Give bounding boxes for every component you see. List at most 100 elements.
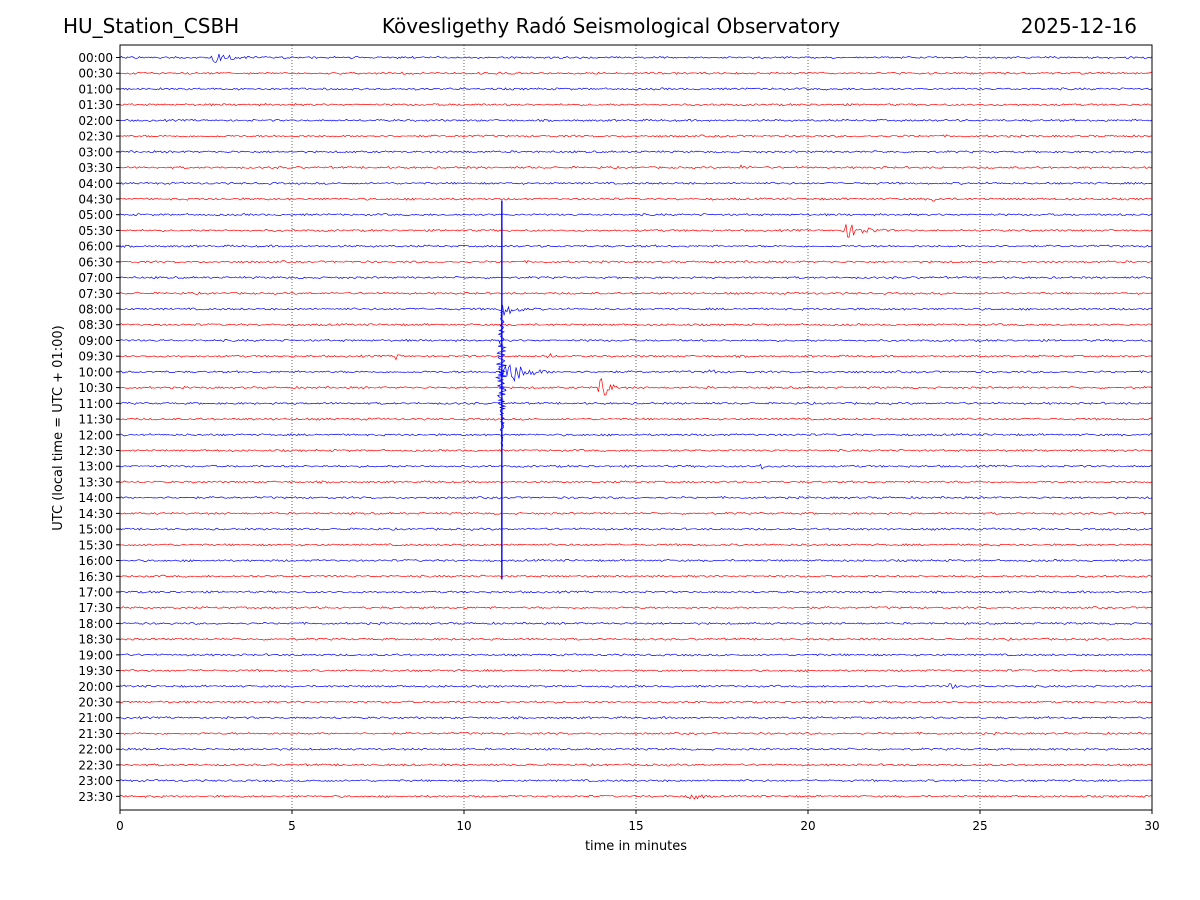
x-tick-label: 30 xyxy=(1144,819,1159,833)
y-tick-label: 01:30 xyxy=(78,98,113,112)
station-name: HU_Station_CSBH xyxy=(63,14,240,38)
x-axis-ticks: 0 5 10 15 20 25 30 xyxy=(116,810,1160,833)
y-tick-label: 18:30 xyxy=(78,633,113,647)
y-tick-label: 15:00 xyxy=(78,523,113,537)
x-tick-label: 5 xyxy=(288,819,296,833)
x-axis-label: time in minutes xyxy=(585,839,687,854)
chart-title: Kövesligethy Radó Seismological Observat… xyxy=(381,14,841,38)
x-tick-label: 25 xyxy=(972,819,987,833)
y-tick-label: 04:00 xyxy=(78,177,113,191)
y-tick-label: 19:00 xyxy=(78,648,113,662)
trace-2330 xyxy=(119,794,1153,800)
y-tick-label: 10:00 xyxy=(78,365,113,379)
y-tick-label: 12:30 xyxy=(78,444,113,458)
y-tick-label: 21:30 xyxy=(78,727,113,741)
trace-0730 xyxy=(119,291,1153,295)
trace-2030 xyxy=(119,700,1153,704)
x-tick-label: 10 xyxy=(456,819,471,833)
x-tick-label: 0 xyxy=(116,819,124,833)
y-tick-label: 06:30 xyxy=(78,255,113,269)
y-tick-label: 11:30 xyxy=(78,413,113,427)
trace-1400 xyxy=(119,495,1153,500)
y-tick-label: 02:00 xyxy=(78,114,113,128)
y-tick-label: 07:30 xyxy=(78,287,113,301)
trace-0400 xyxy=(119,181,1153,185)
trace-0200 xyxy=(119,118,1153,123)
trace-0600 xyxy=(119,244,1153,248)
trace-1200 xyxy=(119,433,1153,437)
y-tick-label: 02:30 xyxy=(78,130,113,144)
y-tick-label: 04:30 xyxy=(78,192,113,206)
y-tick-label: 18:00 xyxy=(78,617,113,631)
trace-1800 xyxy=(119,621,1153,626)
y-tick-label: 17:30 xyxy=(78,601,113,615)
trace-1700 xyxy=(119,590,1153,594)
y-tick-label: 13:30 xyxy=(78,475,113,489)
trace-1030 xyxy=(119,377,1153,396)
y-tick-label: 09:00 xyxy=(78,334,113,348)
y-tick-label: 08:00 xyxy=(78,303,113,317)
x-tick-label: 15 xyxy=(628,819,643,833)
trace-2230 xyxy=(119,763,1153,767)
trace-2200 xyxy=(119,747,1153,751)
trace-1430 xyxy=(119,511,1153,515)
chart-date: 2025-12-16 xyxy=(1020,14,1137,38)
trace-0100 xyxy=(119,87,1153,91)
trace-1930 xyxy=(119,668,1153,673)
trace-1130 xyxy=(119,417,1153,421)
y-tick-label: 23:00 xyxy=(78,774,113,788)
trace-0000 xyxy=(119,53,1153,63)
y-tick-label: 15:30 xyxy=(78,538,113,552)
trace-1630 xyxy=(119,574,1153,578)
y-tick-label: 00:30 xyxy=(78,67,113,81)
trace-1300 xyxy=(119,463,1153,470)
trace-1100 xyxy=(119,401,1153,405)
trace-0030 xyxy=(119,71,1153,75)
trace-0430 xyxy=(119,197,1153,202)
y-tick-label: 03:00 xyxy=(78,145,113,159)
trace-1530 xyxy=(119,543,1153,547)
trace-0230 xyxy=(119,134,1153,138)
y-tick-label: 16:30 xyxy=(78,570,113,584)
y-tick-label: 12:00 xyxy=(78,428,113,442)
y-tick-label: 10:30 xyxy=(78,381,113,395)
vertical-grid xyxy=(291,45,981,810)
trace-0930 xyxy=(119,353,1153,361)
trace-1830 xyxy=(119,637,1153,641)
y-tick-label: 20:00 xyxy=(78,680,113,694)
y-tick-label: 11:00 xyxy=(78,397,113,411)
x-tick-label: 20 xyxy=(800,819,815,833)
trace-0900 xyxy=(119,338,1153,343)
trace-0500 xyxy=(119,213,1152,217)
y-tick-label: 16:00 xyxy=(78,554,113,568)
large-event-burst xyxy=(494,308,507,450)
trace-0800 xyxy=(119,304,1153,316)
trace-1900 xyxy=(119,653,1153,657)
y-tick-label: 05:30 xyxy=(78,224,113,238)
y-tick-label: 14:30 xyxy=(78,507,113,521)
trace-0700 xyxy=(119,275,1153,280)
y-tick-label: 14:00 xyxy=(78,491,113,505)
y-tick-label: 23:30 xyxy=(78,790,113,804)
y-tick-label: 03:30 xyxy=(78,161,113,175)
y-tick-label: 00:00 xyxy=(78,51,113,65)
trace-0630 xyxy=(119,260,1153,264)
y-tick-label: 13:00 xyxy=(78,460,113,474)
trace-2130 xyxy=(119,731,1153,736)
trace-0530 xyxy=(119,224,1153,238)
trace-2100 xyxy=(119,716,1153,720)
y-tick-label: 08:30 xyxy=(78,318,113,332)
trace-0330 xyxy=(119,164,1153,170)
y-tick-label: 07:00 xyxy=(78,271,113,285)
y-tick-label: 22:00 xyxy=(78,743,113,757)
y-tick-label: 05:00 xyxy=(78,208,113,222)
trace-1600 xyxy=(119,558,1153,563)
y-tick-label: 19:30 xyxy=(78,664,113,678)
y-tick-label: 22:30 xyxy=(78,758,113,772)
y-tick-label: 17:00 xyxy=(78,585,113,599)
y-axis-label: UTC (local time = UTC + 01:00) xyxy=(51,325,66,530)
trace-0130 xyxy=(119,103,1153,107)
